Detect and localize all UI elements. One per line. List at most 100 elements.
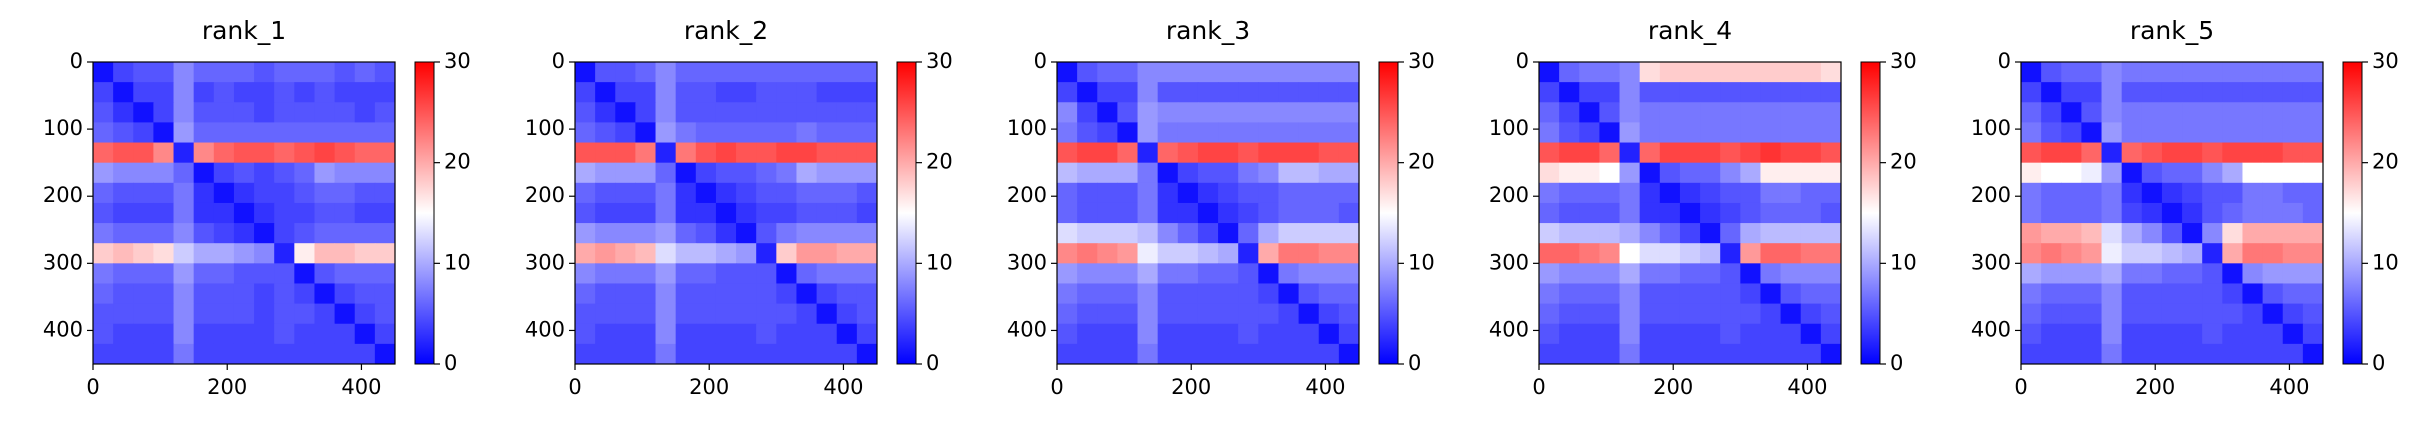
heatmap-cell bbox=[1800, 182, 1822, 204]
heatmap-cell bbox=[2101, 263, 2123, 284]
heatmap-cell bbox=[1639, 182, 1661, 204]
heatmap-cell bbox=[294, 223, 315, 244]
heatmap-cell bbox=[354, 62, 376, 83]
heatmap-cell bbox=[2041, 343, 2062, 365]
heatmap-cell bbox=[695, 82, 717, 103]
heatmap-cell bbox=[1298, 343, 1320, 365]
heatmap-cell bbox=[2021, 102, 2042, 123]
heatmap-cell bbox=[2101, 162, 2123, 184]
heatmap-cell bbox=[756, 162, 777, 184]
heatmap-cell bbox=[354, 283, 376, 305]
heatmap-cell bbox=[615, 62, 636, 83]
heatmap-cell bbox=[1559, 202, 1580, 224]
heatmap-cell bbox=[2061, 122, 2082, 144]
heatmap-cell bbox=[776, 243, 797, 264]
colorbar bbox=[896, 61, 917, 365]
heatmap-cell bbox=[1177, 102, 1199, 123]
heatmap-cell bbox=[635, 162, 657, 184]
heatmap-cell bbox=[1559, 323, 1580, 345]
heatmap-cell bbox=[2262, 243, 2284, 264]
heatmap-cell bbox=[816, 202, 838, 224]
heatmap-cell bbox=[1157, 323, 1179, 345]
heatmap-cell bbox=[2121, 182, 2143, 204]
heatmap-cell bbox=[675, 283, 697, 305]
heatmap-cell bbox=[2141, 323, 2163, 345]
heatmap-cell bbox=[1619, 263, 1641, 284]
heatmap-cell bbox=[816, 82, 838, 103]
heatmap-cell bbox=[2202, 122, 2223, 144]
heatmap-cell bbox=[1318, 202, 1340, 224]
heatmap-cell bbox=[2302, 243, 2324, 264]
heatmap-cell bbox=[1679, 223, 1701, 244]
heatmap-cell bbox=[1298, 162, 1320, 184]
title: rank_2 bbox=[684, 16, 768, 45]
heatmap-cell bbox=[1057, 82, 1078, 103]
heatmap-cell bbox=[254, 323, 275, 345]
heatmap-cell bbox=[254, 122, 275, 144]
heatmap-cell bbox=[1720, 343, 1741, 365]
heatmap-cell bbox=[1780, 283, 1802, 305]
heatmap-cell bbox=[675, 243, 697, 264]
heatmap-cell bbox=[1800, 343, 1822, 365]
heatmap-cell bbox=[1820, 223, 1842, 244]
heatmap-cell bbox=[1679, 62, 1701, 83]
x-tick-label: 400 bbox=[1787, 375, 1827, 399]
heatmap-cell bbox=[1760, 102, 1782, 123]
heatmap-cell bbox=[1619, 343, 1641, 365]
heatmap-cell bbox=[856, 323, 878, 345]
heatmap-cell bbox=[1077, 162, 1098, 184]
heatmap-cell bbox=[796, 182, 818, 204]
heatmap-cell bbox=[756, 122, 777, 144]
heatmap-cell bbox=[836, 102, 858, 123]
heatmap-cell bbox=[635, 303, 657, 325]
heatmap-cell bbox=[2282, 343, 2304, 365]
heatmap-cell bbox=[1218, 243, 1239, 264]
heatmap-cell bbox=[1800, 243, 1822, 264]
heatmap-cell bbox=[1157, 303, 1179, 325]
heatmap-cell bbox=[2121, 62, 2143, 83]
heatmap-cell bbox=[1097, 122, 1118, 144]
heatmap-cell bbox=[133, 102, 154, 123]
heatmap-cell bbox=[2081, 122, 2103, 144]
heatmap-cell bbox=[2242, 263, 2264, 284]
heatmap-cell bbox=[93, 243, 114, 264]
heatmap-cell bbox=[1760, 82, 1782, 103]
heatmap-cell bbox=[2161, 162, 2183, 184]
heatmap-cell bbox=[1318, 162, 1340, 184]
heatmap-cell bbox=[2021, 263, 2042, 284]
heatmap-cell bbox=[2222, 62, 2243, 83]
heatmap-cell bbox=[2182, 243, 2203, 264]
heatmap-cell bbox=[1619, 243, 1641, 264]
heatmap-cell bbox=[1579, 82, 1600, 103]
heatmap-cell bbox=[93, 182, 114, 204]
heatmap-cell bbox=[153, 162, 175, 184]
heatmap-cell bbox=[1720, 283, 1741, 305]
heatmap-cell bbox=[314, 343, 336, 365]
heatmap-cell bbox=[1720, 202, 1741, 224]
heatmap-cell bbox=[635, 102, 657, 123]
heatmap-cell bbox=[615, 323, 636, 345]
heatmap-cell bbox=[1077, 343, 1098, 365]
heatmap-cell bbox=[1218, 122, 1239, 144]
heatmap-cell bbox=[2282, 82, 2304, 103]
heatmap-cell bbox=[655, 102, 677, 123]
heatmap-cell bbox=[1780, 323, 1802, 345]
heatmap-cell bbox=[756, 102, 777, 123]
y-tick-label: 100 bbox=[1489, 116, 1529, 140]
heatmap-cell bbox=[1218, 142, 1239, 164]
heatmap-cell bbox=[655, 182, 677, 204]
heatmap-cell bbox=[796, 202, 818, 224]
heatmap-cell bbox=[1137, 303, 1159, 325]
heatmap-cell bbox=[796, 122, 818, 144]
heatmap-cell bbox=[213, 62, 235, 83]
heatmap-cell bbox=[153, 263, 175, 284]
heatmap-cell bbox=[1639, 323, 1661, 345]
heatmap-cell bbox=[1720, 323, 1741, 345]
heatmap-cell bbox=[1599, 323, 1621, 345]
heatmap-cell bbox=[193, 62, 215, 83]
heatmap-cell bbox=[2182, 162, 2203, 184]
heatmap-cell bbox=[213, 182, 235, 204]
heatmap-cell bbox=[113, 343, 134, 365]
heatmap-cell bbox=[2202, 182, 2223, 204]
heatmap-cell bbox=[695, 343, 717, 365]
